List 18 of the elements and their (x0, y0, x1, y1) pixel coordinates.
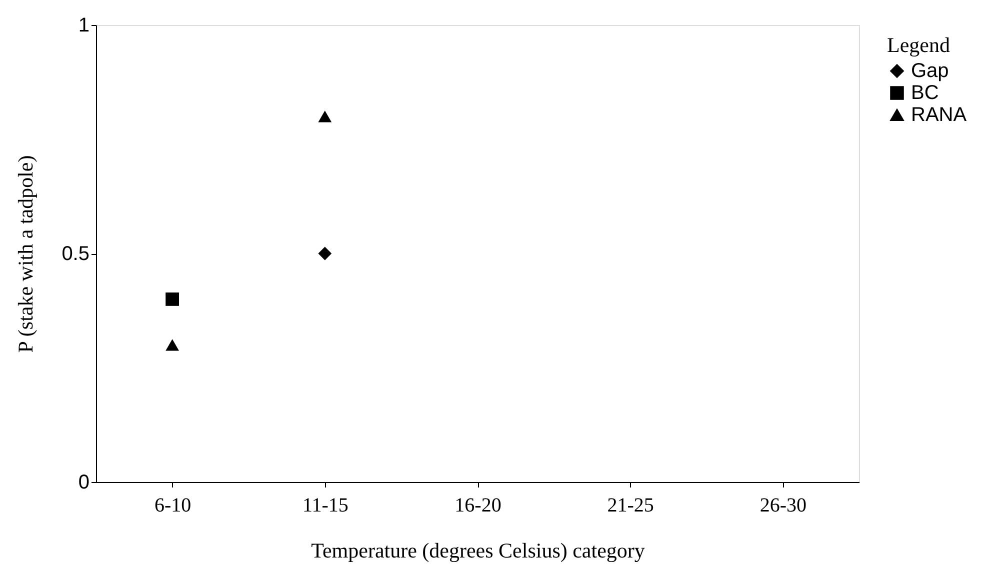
x-tick-label: 26-30 (760, 494, 807, 516)
y-tick-label: 0.5 (62, 243, 90, 265)
y-tick-label: 0 (78, 472, 90, 494)
x-tick-label: 11-15 (302, 494, 348, 516)
x-tick-label: 6-10 (154, 494, 192, 516)
y-axis-title: P (stake with a tadpole) (14, 155, 38, 353)
legend-label: RANA (911, 104, 968, 126)
legend-label: BC (911, 82, 939, 104)
point (318, 246, 332, 260)
legend-title: Legend (887, 33, 950, 57)
point (166, 292, 180, 306)
point (166, 339, 180, 351)
x-tick-label: 21-25 (607, 494, 654, 516)
x-tick-label: 16-20 (454, 494, 502, 516)
x-axis-title: Temperature (degrees Celsius) category (311, 538, 646, 562)
point (318, 110, 332, 122)
y-tick-label: 1 (78, 14, 90, 36)
legend-label: Gap (911, 60, 949, 82)
